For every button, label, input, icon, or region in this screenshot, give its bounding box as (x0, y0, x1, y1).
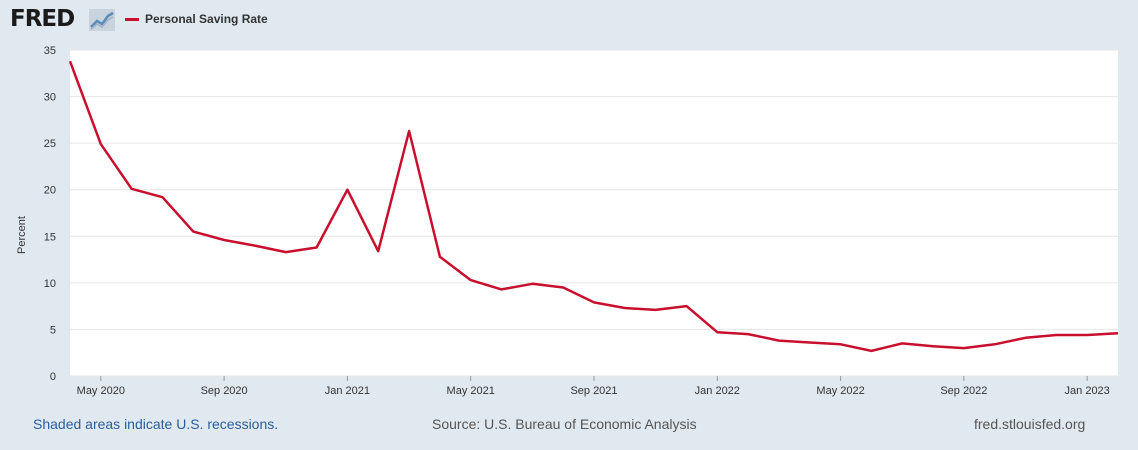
data-point[interactable] (345, 188, 349, 192)
plot-background (70, 50, 1118, 376)
x-axis-ticks: May 2020 Sep 2020 Jan 2021 May 2021 Sep 2021… (77, 376, 1110, 397)
fred-logo[interactable]: FRED (10, 6, 75, 32)
x-tick-label: Sep 2021 (570, 385, 617, 397)
legend: Personal Saving Rate (125, 10, 268, 28)
y-tick-label: 25 (44, 138, 56, 150)
legend-swatch (125, 17, 139, 21)
data-point[interactable] (130, 187, 134, 191)
data-point[interactable] (1054, 333, 1058, 337)
series-line-personal-saving-rate[interactable] (68, 60, 1119, 353)
y-tick-label: 0 (50, 371, 56, 383)
data-point[interactable] (869, 349, 873, 353)
recessions-note-link[interactable]: Shaded areas indicate U.S. recessions. (33, 416, 279, 432)
data-point[interactable] (1116, 331, 1120, 335)
data-point[interactable] (99, 142, 103, 146)
data-point[interactable] (777, 339, 781, 343)
data-point[interactable] (253, 244, 257, 248)
x-tick-label: Jan 2021 (325, 385, 370, 397)
y-tick-label: 15 (44, 231, 56, 243)
gridlines (70, 49, 1118, 377)
data-point[interactable] (746, 332, 750, 336)
data-point[interactable] (654, 308, 658, 312)
data-point[interactable] (284, 250, 288, 254)
data-point[interactable] (962, 346, 966, 350)
x-tick-label: May 2021 (447, 385, 495, 397)
data-point[interactable] (623, 306, 627, 310)
legend-label[interactable]: Personal Saving Rate (145, 12, 268, 26)
data-point[interactable] (684, 304, 688, 308)
y-tick-label: 10 (44, 278, 56, 290)
x-tick-label: May 2020 (77, 385, 125, 397)
data-point[interactable] (900, 341, 904, 345)
data-point[interactable] (407, 129, 411, 133)
data-point[interactable] (1024, 336, 1028, 340)
y-tick-label: 35 (44, 45, 56, 57)
data-point[interactable] (160, 195, 164, 199)
data-point[interactable] (438, 255, 442, 259)
y-axis-title: Percent (16, 216, 28, 254)
data-point[interactable] (561, 286, 565, 290)
x-tick-label: Jan 2023 (1065, 385, 1110, 397)
data-point[interactable] (376, 249, 380, 253)
x-tick-label: Sep 2020 (201, 385, 248, 397)
data-point[interactable] (808, 340, 812, 344)
data-point[interactable] (315, 245, 319, 249)
y-tick-label: 20 (44, 185, 56, 197)
data-point[interactable] (500, 287, 504, 291)
footer: Shaded areas indicate U.S. recessions. S… (0, 414, 1138, 436)
header: FRED Personal Saving Rate (0, 0, 1138, 40)
y-tick-label: 5 (50, 324, 56, 336)
x-tick-label: Jan 2022 (695, 385, 740, 397)
data-point[interactable] (222, 238, 226, 242)
x-tick-label: May 2022 (816, 385, 864, 397)
data-point[interactable] (592, 300, 596, 304)
data-point[interactable] (993, 342, 997, 346)
data-point[interactable] (715, 330, 719, 334)
x-tick-label: Sep 2022 (940, 385, 987, 397)
data-point[interactable] (191, 230, 195, 234)
data-point[interactable] (931, 344, 935, 348)
source-text: Source: U.S. Bureau of Economic Analysis (432, 416, 697, 432)
y-tick-label: 30 (44, 92, 56, 104)
site-url: fred.stlouisfed.org (974, 416, 1086, 432)
data-point[interactable] (1085, 333, 1089, 337)
data-point[interactable] (530, 282, 534, 286)
y-axis-ticks: 0 5 10 15 20 25 30 35 (44, 45, 56, 383)
data-point[interactable] (469, 278, 473, 282)
data-point[interactable] (839, 342, 843, 346)
data-point[interactable] (68, 59, 72, 63)
trend-line-icon (89, 9, 115, 31)
